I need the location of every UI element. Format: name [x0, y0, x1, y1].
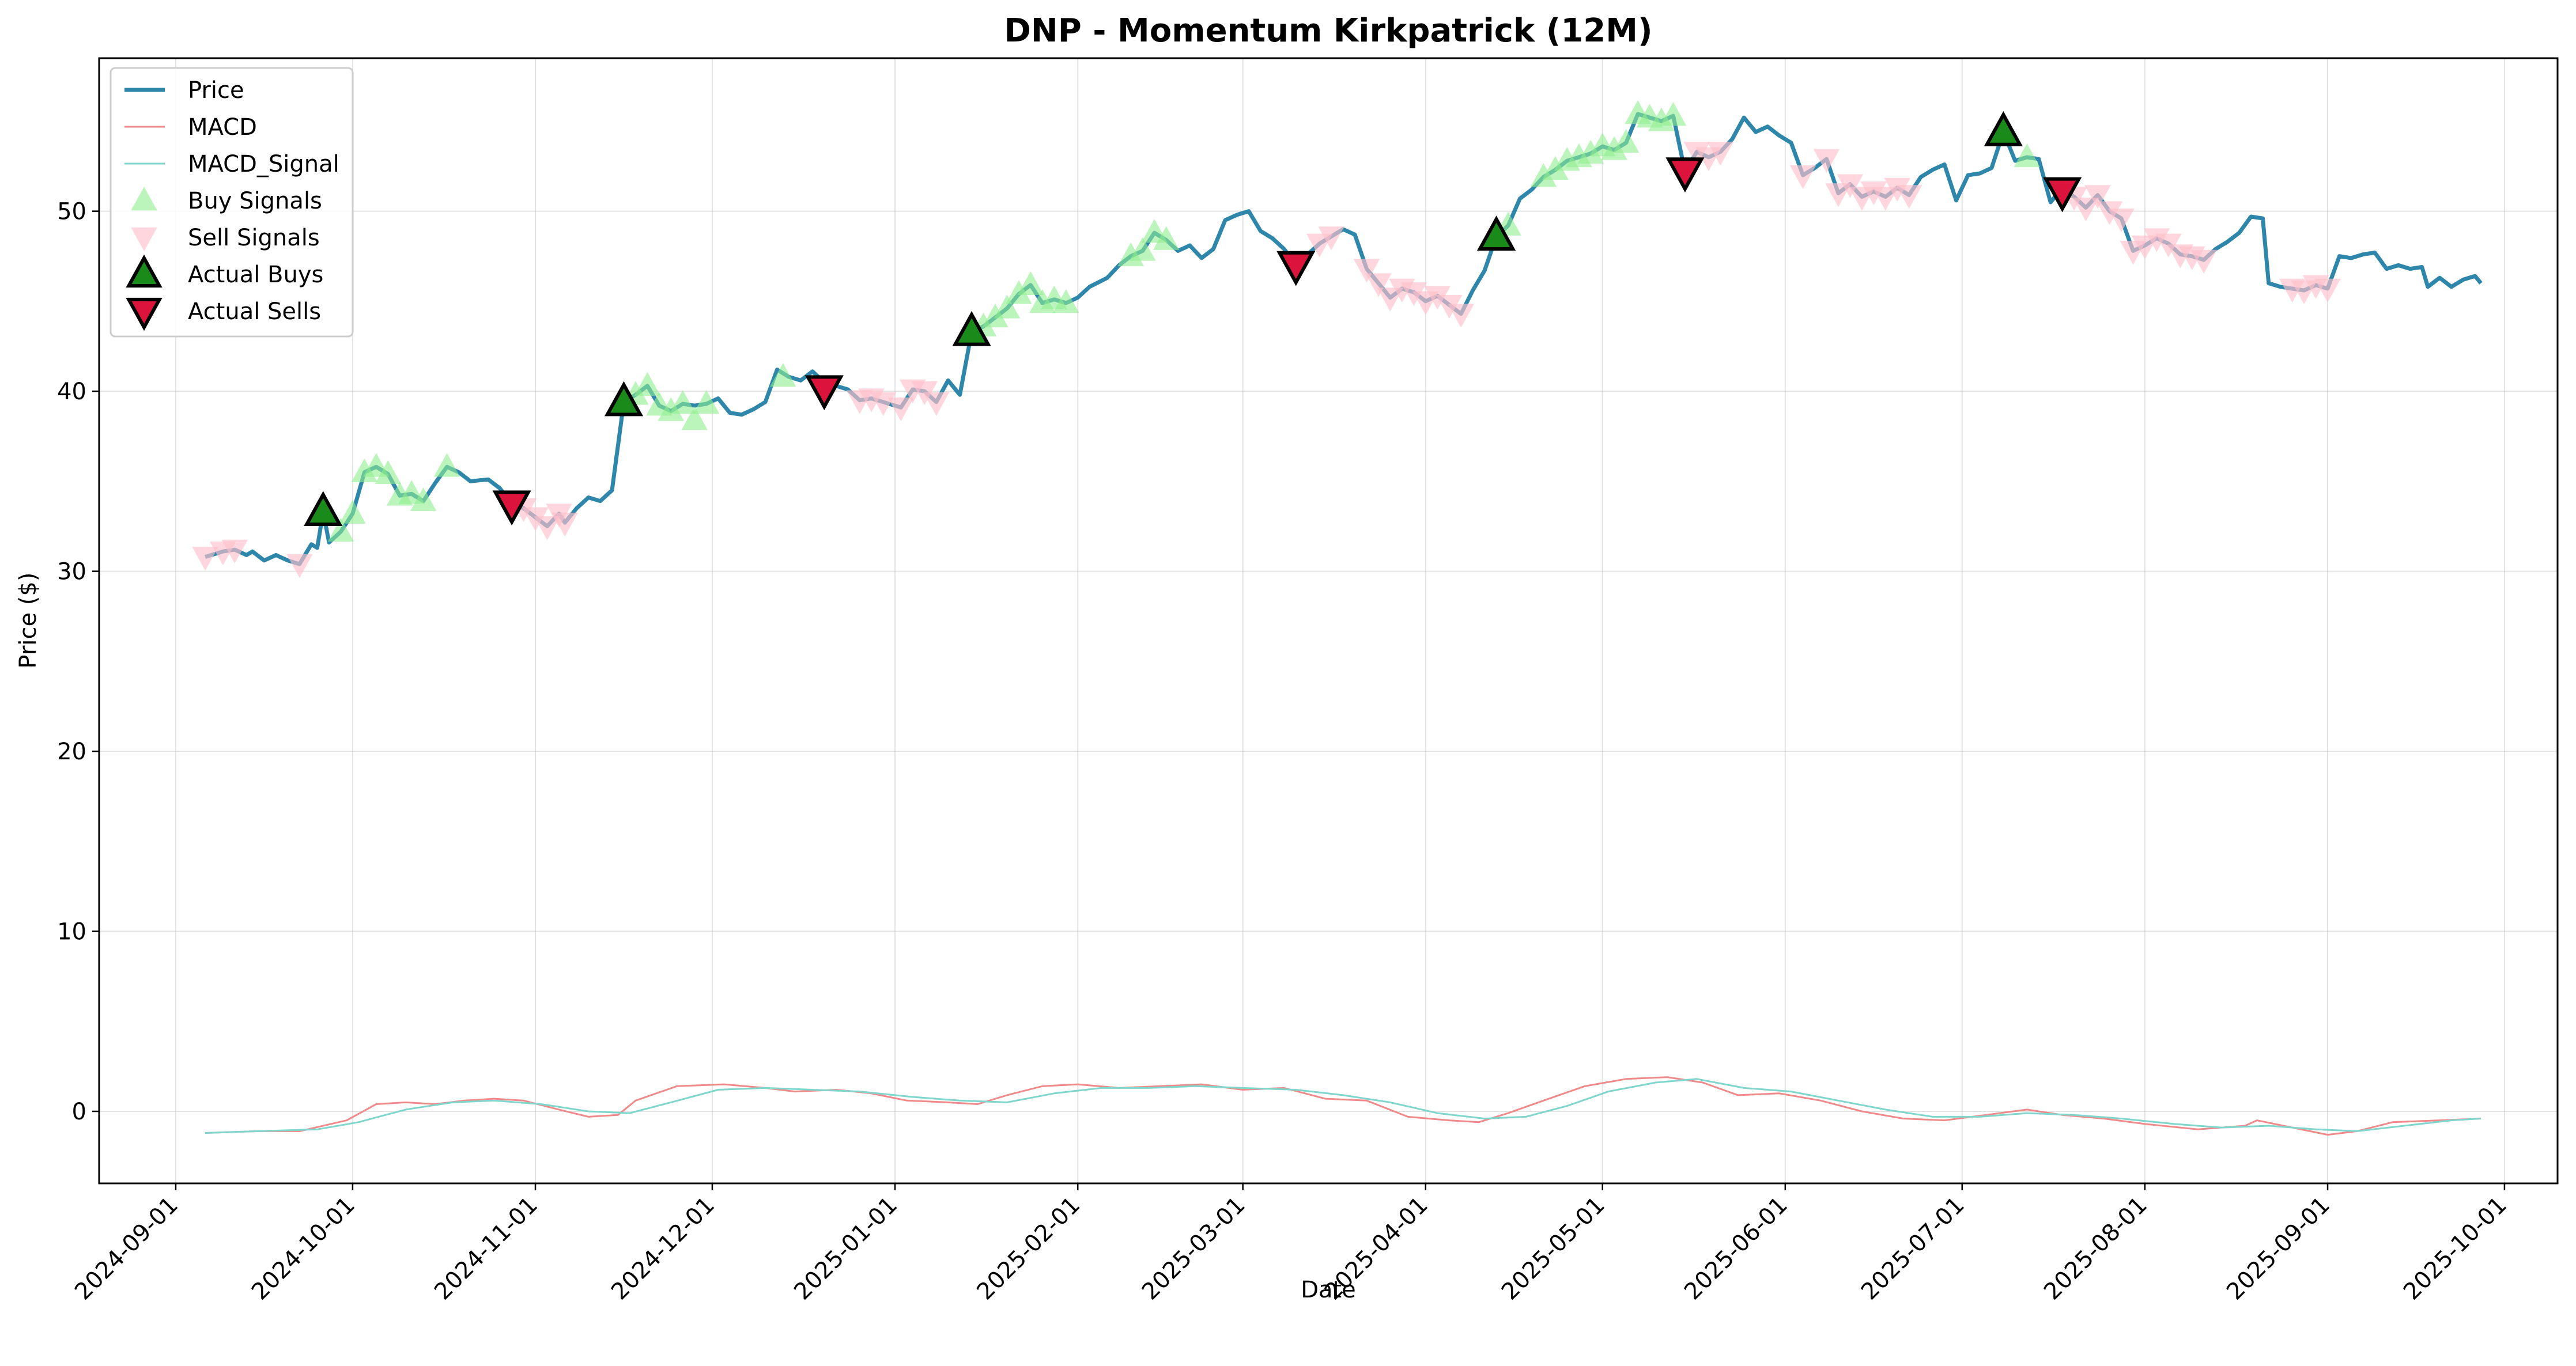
sell-signal-marker [1884, 177, 1911, 202]
buy-signal-marker [994, 294, 1021, 319]
buy-signal-marker [693, 389, 720, 414]
y-tick-label: 50 [57, 199, 86, 225]
y-tick-label: 40 [57, 379, 86, 405]
sell-signal-marker [534, 516, 561, 540]
legend-label: Sell Signals [188, 225, 320, 251]
legend-label: Actual Buys [188, 262, 323, 288]
buy-signal-marker [339, 500, 366, 524]
actual-sell-marker [1665, 157, 1705, 193]
sell-signal-marker [552, 512, 578, 537]
sell-signal-marker [192, 547, 218, 571]
sell-signal-marker [1872, 187, 1899, 211]
sell-signal-marker [221, 539, 248, 564]
sell-signal-marker [1424, 286, 1451, 310]
actual-sell-marker [2043, 177, 2082, 213]
actual-sell-marker [1276, 251, 1316, 286]
sell-signal-marker [2084, 185, 2111, 209]
buy-signal-marker [982, 303, 1009, 328]
y-tick-label: 0 [72, 1099, 86, 1125]
legend-swatch-sell-signals [131, 227, 157, 251]
buy-signal-marker [669, 389, 696, 414]
legend-swatch-buy-signals [131, 187, 157, 211]
buy-signal-marker [1612, 128, 1640, 153]
macd-layer [205, 1076, 2481, 1136]
actual-buy-marker [1984, 111, 2023, 146]
sell-signal-marker [286, 554, 313, 578]
sell-signal-marker [2190, 249, 2217, 274]
y-axis-label: Price ($) [15, 573, 41, 669]
sell-signal-marker [1825, 183, 1852, 207]
actual-buy-marker [304, 491, 343, 527]
actual-sell-marker [492, 490, 531, 526]
actual-buy-marker [952, 311, 991, 346]
legend: Price MACD MACD_Signal Buy Signals Sell Sign… [109, 67, 354, 338]
actual-buy-marker [1476, 215, 1516, 251]
legend-label: Actual Sells [188, 298, 321, 325]
sell-signal-marker [1837, 174, 1864, 198]
actual-layer [304, 111, 2082, 527]
sell-signal-marker [1365, 273, 1392, 297]
buy-signal-marker [1006, 280, 1032, 304]
buy-signal-marker [1530, 163, 1557, 187]
series-line-macd [205, 1076, 2481, 1136]
sell-signal-marker [2314, 278, 2341, 302]
actual-buy-marker [604, 381, 644, 417]
sell-signal-marker [1436, 294, 1463, 319]
sell-signal-marker [1318, 226, 1344, 251]
buy-signal-marker [1017, 271, 1044, 296]
legend-box [109, 67, 354, 338]
buy-signal-marker [1052, 289, 1079, 313]
signal-layer [192, 100, 2341, 578]
buy-signal-marker [1577, 139, 1604, 164]
buy-signal-marker [681, 406, 708, 430]
sell-signal-marker [923, 392, 950, 416]
buy-signal-marker [1542, 156, 1569, 180]
buy-signal-marker [1660, 101, 1687, 126]
buy-signal-marker [769, 363, 796, 387]
legend-swatch-actual-sells [126, 297, 163, 331]
legend-swatch-actual-buys [126, 254, 163, 288]
sell-signal-marker [2108, 208, 2135, 233]
y-axis: 0 10 20 30 40 50 [57, 199, 99, 1125]
sell-signal-marker [1448, 304, 1474, 328]
sell-signal-marker [522, 507, 549, 531]
buy-signal-marker [2014, 143, 2041, 168]
y-tick-label: 20 [57, 739, 86, 765]
legend-label: MACD [188, 114, 257, 141]
legend-label: MACD_Signal [188, 151, 339, 177]
sell-signal-marker [887, 397, 915, 422]
buy-signal-marker [1153, 226, 1180, 250]
sell-signal-marker [1377, 287, 1404, 312]
sell-signal-marker [1813, 149, 1840, 173]
sell-signal-marker [1789, 165, 1816, 190]
buy-signal-marker [327, 517, 354, 542]
sell-signal-marker [2072, 198, 2099, 222]
sell-signal-marker [1353, 259, 1380, 283]
y-tick-label: 30 [57, 559, 86, 585]
buy-signal-marker [433, 453, 460, 477]
buy-signal-marker [658, 397, 685, 421]
y-tick-label: 10 [57, 919, 86, 945]
buy-signal-marker [634, 372, 661, 396]
sell-signal-marker [1895, 185, 1922, 209]
x-axis-label: Date [1301, 1277, 1356, 1303]
series-line-macd-signal [205, 1078, 2481, 1134]
plot-frame [98, 57, 2559, 1185]
sell-signal-marker [1400, 282, 1427, 307]
grid [99, 58, 2558, 1183]
buy-signal-marker [1129, 237, 1156, 261]
buy-signal-marker [375, 460, 402, 485]
sell-signal-marker [2096, 201, 2123, 225]
sell-signal-marker [1707, 142, 1734, 166]
legend-label: Buy Signals [188, 188, 322, 214]
actual-sell-marker [804, 375, 844, 411]
buy-signal-marker [1601, 136, 1627, 160]
buy-signal-marker [410, 487, 437, 511]
legend-label: Price [188, 77, 244, 104]
chart-title: DNP - Momentum Kirkpatrick (12M) [1004, 12, 1652, 50]
